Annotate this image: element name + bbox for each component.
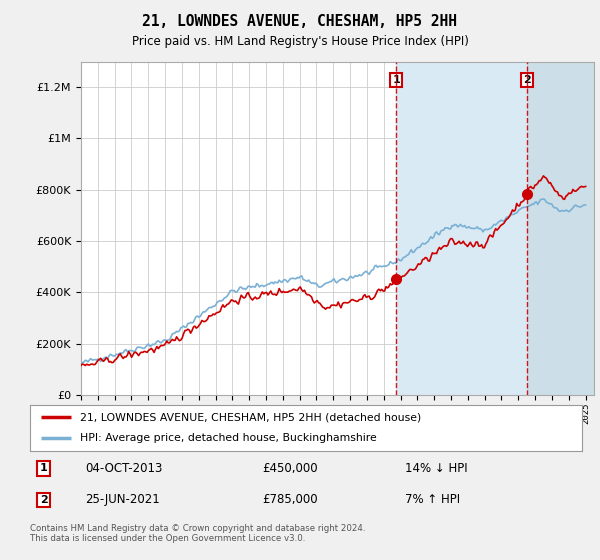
Text: 21, LOWNDES AVENUE, CHESHAM, HP5 2HH (detached house): 21, LOWNDES AVENUE, CHESHAM, HP5 2HH (de… [80,412,421,422]
Text: 2: 2 [523,75,530,85]
Text: 14% ↓ HPI: 14% ↓ HPI [406,462,468,475]
Text: 21, LOWNDES AVENUE, CHESHAM, HP5 2HH: 21, LOWNDES AVENUE, CHESHAM, HP5 2HH [143,14,458,29]
Text: Contains HM Land Registry data © Crown copyright and database right 2024.
This d: Contains HM Land Registry data © Crown c… [30,524,365,543]
Text: 25-JUN-2021: 25-JUN-2021 [85,493,160,506]
Text: 7% ↑ HPI: 7% ↑ HPI [406,493,460,506]
Bar [527,62,600,395]
Text: 2: 2 [40,495,47,505]
Text: Price paid vs. HM Land Registry's House Price Index (HPI): Price paid vs. HM Land Registry's House … [131,35,469,48]
Text: 04-OCT-2013: 04-OCT-2013 [85,462,163,475]
Text: £785,000: £785,000 [262,493,317,506]
Text: £450,000: £450,000 [262,462,317,475]
Bar [397,62,527,395]
Text: 1: 1 [392,75,400,85]
Text: 1: 1 [40,464,47,473]
Text: HPI: Average price, detached house, Buckinghamshire: HPI: Average price, detached house, Buck… [80,433,376,444]
